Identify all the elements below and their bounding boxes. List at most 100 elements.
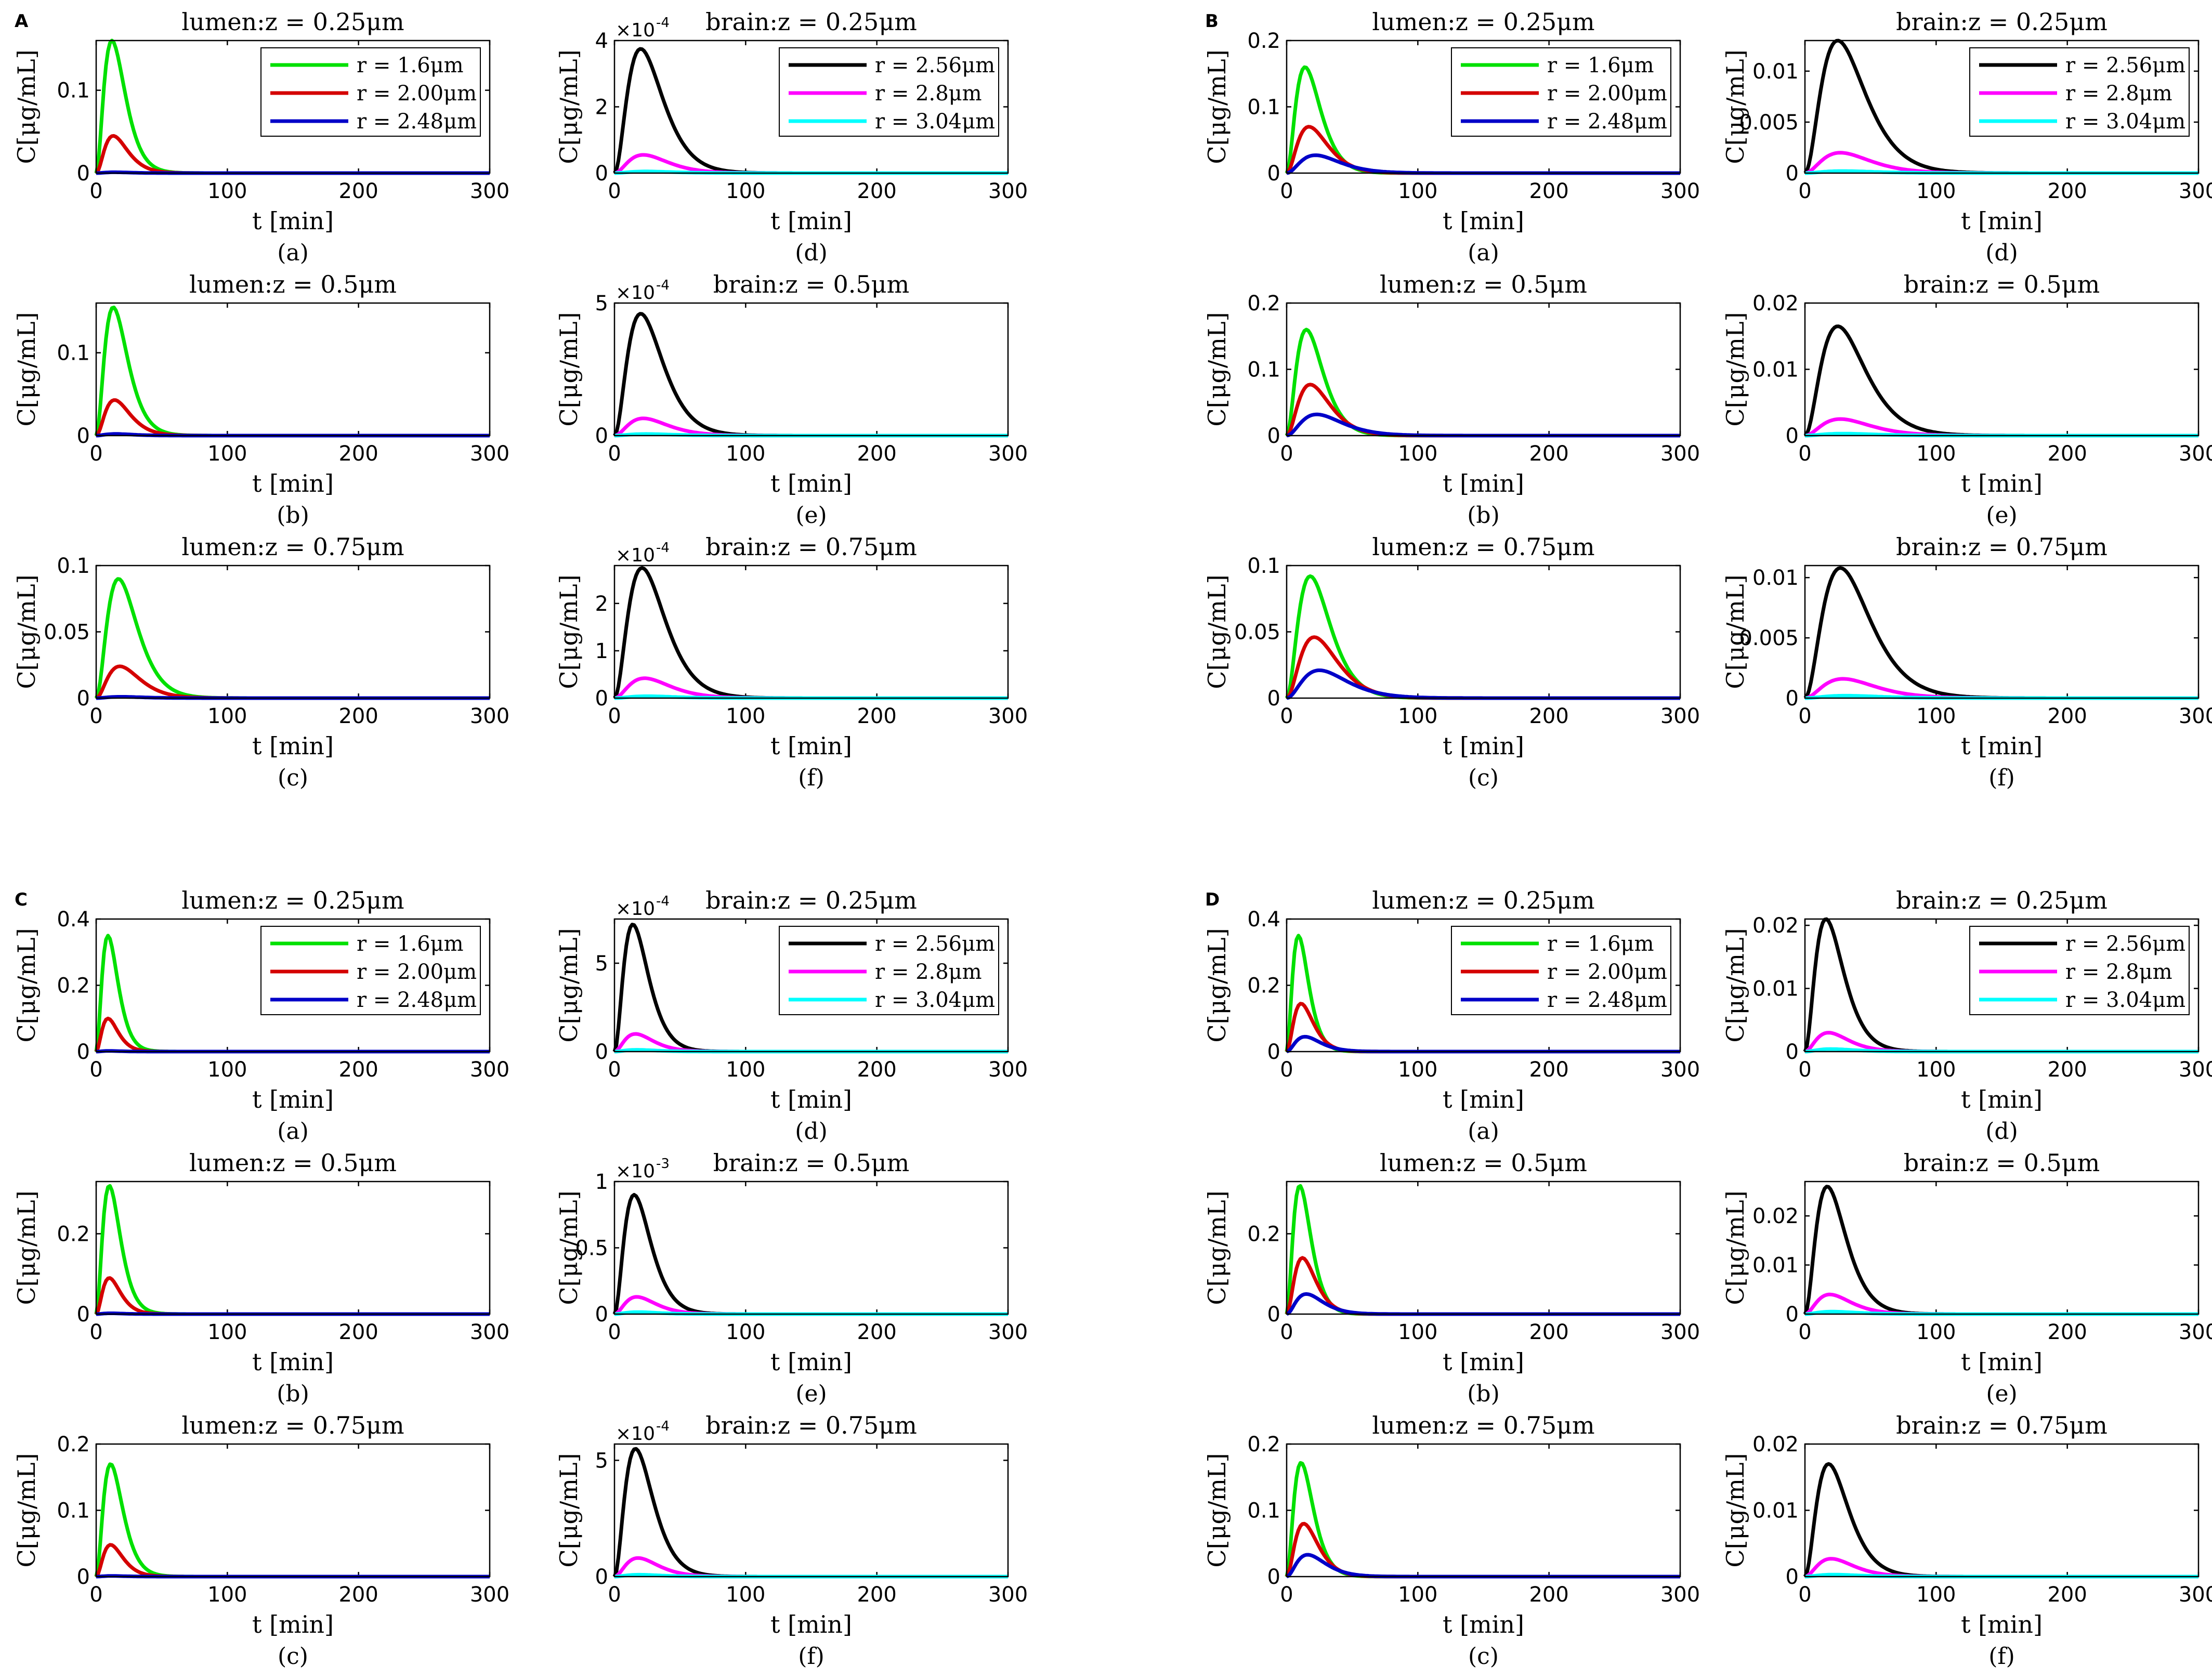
- legend-label: r = 2.00μm: [357, 960, 477, 984]
- y-tick-label: 0: [595, 687, 608, 711]
- x-axis-label: t [min]: [1443, 1610, 1524, 1638]
- subplot-f: brain:z = 0.75μm 0 1 2 0 100 200 300 ×10 -4 t [min…: [555, 533, 1028, 791]
- y-tick-label: 0.01: [1752, 566, 1799, 590]
- subplot-caption: (e): [1986, 502, 2017, 529]
- x-tick-label: 0: [608, 1320, 621, 1344]
- y-tick-label: 5: [595, 952, 608, 976]
- x-tick-label: 300: [1660, 704, 1700, 728]
- x-tick-label: 0: [89, 1583, 102, 1607]
- panel-letter: C: [15, 889, 28, 910]
- series-line-1: [94, 1462, 490, 1579]
- x-axis-label: t [min]: [770, 469, 852, 497]
- series-line-3: [1286, 412, 1680, 438]
- series-line-1: [1803, 324, 2198, 438]
- axes-box: [1286, 565, 1681, 699]
- axes-box: [95, 1443, 491, 1578]
- y-tick-label: 0.2: [57, 1433, 90, 1457]
- y-axis-label: C[μg/mL]: [12, 1453, 41, 1567]
- x-axis-label: t [min]: [252, 469, 334, 497]
- legend-label: r = 1.6μm: [1547, 54, 1654, 77]
- subplot-title: brain:z = 0.75μm: [705, 1411, 917, 1439]
- subplot-title: brain:z = 0.5μm: [1904, 270, 2100, 298]
- subplot-title: brain:z = 0.5μm: [713, 1149, 909, 1177]
- x-tick-label: 100: [1398, 442, 1437, 466]
- x-tick-label: 100: [207, 1058, 247, 1082]
- subplot-caption: (d): [1985, 1118, 2018, 1145]
- x-tick-label: 200: [2047, 1058, 2087, 1082]
- y-tick-label: 0.1: [57, 1499, 90, 1523]
- legend-label: r = 2.48μm: [1547, 988, 1667, 1012]
- x-tick-label: 100: [726, 704, 765, 728]
- y-axis-label: C[μg/mL]: [12, 1190, 41, 1305]
- y-exponent-base: ×10: [616, 545, 655, 566]
- axes-box: [613, 1180, 1009, 1315]
- axes-box: [1286, 918, 1681, 1053]
- y-exponent: ×10 -4: [616, 1419, 670, 1445]
- x-tick-label: 0: [1280, 1058, 1293, 1082]
- subplot-d: brain:z = 0.25μm 0 2 4 0 100 200 300 ×10 -4 t [min…: [555, 8, 1028, 266]
- y-tick-label: 0: [595, 1565, 608, 1589]
- legend-label: r = 3.04μm: [875, 110, 995, 134]
- series-line-1: [94, 1184, 490, 1316]
- y-tick-label: 0.02: [1752, 914, 1799, 938]
- subplot-title: brain:z = 0.25μm: [705, 8, 917, 36]
- y-axis-label: C[μg/mL]: [1721, 49, 1749, 164]
- y-tick-label: 0.1: [1247, 1499, 1280, 1523]
- y-exponent-base: ×10: [616, 1161, 655, 1182]
- x-tick-label: 200: [2047, 442, 2087, 466]
- subplot-title: lumen:z = 0.25μm: [181, 886, 404, 914]
- x-axis-label: t [min]: [770, 207, 852, 235]
- axes-box: [95, 1180, 491, 1315]
- y-exponent-power: -3: [656, 1156, 670, 1172]
- subplot-caption: (d): [795, 1118, 828, 1145]
- x-tick-label: 200: [338, 1058, 378, 1082]
- y-tick-label: 0.05: [44, 621, 90, 645]
- subplot-title: brain:z = 0.75μm: [1896, 533, 2108, 561]
- axes-box: [1804, 565, 2200, 699]
- subplot-title: brain:z = 0.25μm: [1896, 8, 2108, 36]
- subplot-a: lumen:z = 0.25μm 0 0.2 0.4 0 100 200 300 t [min]…: [1203, 886, 1700, 1145]
- legend: r = 1.6μm r = 2.00μm r = 2.48μm: [260, 47, 481, 137]
- x-axis-label: t [min]: [1961, 1348, 2043, 1376]
- y-axis-label: C[μg/mL]: [1203, 928, 1231, 1042]
- x-tick-label: 100: [726, 442, 765, 466]
- x-tick-label: 0: [608, 1583, 621, 1607]
- axes-box: [95, 918, 491, 1053]
- legend-label: r = 2.8μm: [2065, 82, 2172, 106]
- x-tick-label: 100: [726, 179, 765, 203]
- x-tick-label: 200: [1529, 179, 1568, 203]
- legend-label: r = 3.04μm: [2065, 110, 2185, 134]
- axes-box: [613, 918, 1009, 1053]
- y-tick-label: 0: [77, 1565, 90, 1589]
- x-tick-label: 300: [2179, 1058, 2212, 1082]
- panel-letter: A: [15, 11, 29, 32]
- y-tick-label: 0.1: [57, 554, 90, 578]
- y-tick-label: 0: [77, 687, 90, 711]
- subplot-caption: (a): [1468, 240, 1499, 266]
- y-axis-label: C[μg/mL]: [555, 1190, 583, 1305]
- x-tick-label: 0: [608, 1058, 621, 1082]
- y-tick-label: 0: [1786, 1303, 1799, 1327]
- y-axis-label: C[μg/mL]: [1721, 312, 1749, 426]
- subplot-title: brain:z = 0.75μm: [705, 533, 917, 561]
- y-tick-label: 2: [595, 96, 608, 120]
- y-tick-label: 0: [595, 424, 608, 448]
- subplot-e: brain:z = 0.5μm 0 0.5 1 0 100 200 300 ×10 -3 t [mi…: [555, 1149, 1028, 1407]
- x-tick-label: 200: [1529, 704, 1568, 728]
- subplot-caption: (b): [277, 1381, 309, 1407]
- legend: r = 2.56μm r = 2.8μm r = 3.04μm: [779, 47, 999, 137]
- series-line-2: [1285, 1521, 1680, 1579]
- x-tick-label: 300: [470, 442, 509, 466]
- series-line-3: [1286, 153, 1680, 175]
- y-tick-label: 5: [595, 1449, 608, 1473]
- legend: r = 1.6μm r = 2.00μm r = 2.48μm: [260, 926, 481, 1015]
- axes-box: [613, 302, 1009, 437]
- x-tick-label: 100: [207, 442, 247, 466]
- x-tick-label: 200: [1529, 1320, 1568, 1344]
- y-tick-label: 0.05: [1234, 621, 1280, 645]
- legend-label: r = 3.04μm: [875, 988, 995, 1012]
- x-tick-label: 300: [988, 704, 1028, 728]
- y-exponent: ×10 -3: [616, 1156, 670, 1182]
